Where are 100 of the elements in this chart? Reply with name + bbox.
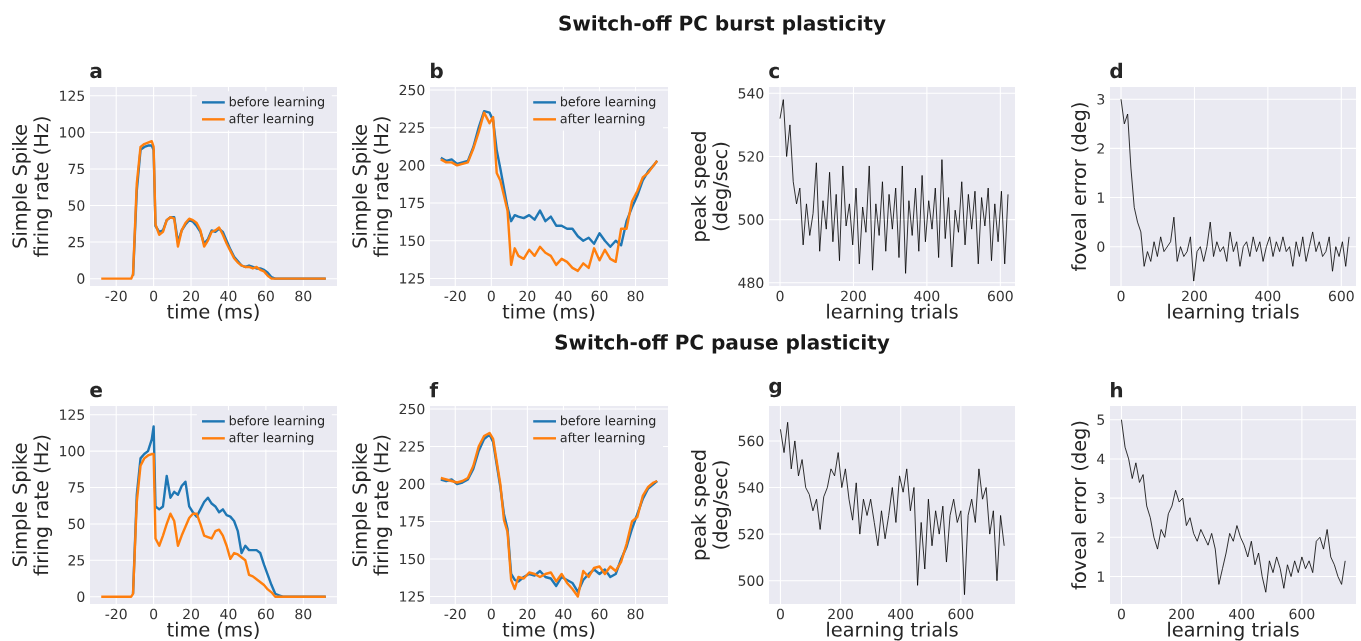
text: Switch-off PC pause plasticity <box>555 334 890 354</box>
y-tick-label: 0 <box>77 273 85 284</box>
y-axis-title: Simple Spike firing rate (Hz) <box>352 117 393 258</box>
y-tick-label: 75 <box>68 482 85 493</box>
y-tick-label: 560 <box>738 435 764 447</box>
chart-title: h <box>1111 382 1123 398</box>
y-tick-label: 100 <box>60 127 85 138</box>
y-tick-label: 125 <box>60 409 85 421</box>
x-axis-title: learning trials <box>827 621 958 641</box>
y-tick-label: 3 <box>1097 93 1105 105</box>
legend-label: before learning <box>229 415 324 428</box>
x-tick-label: 200 <box>1182 290 1207 302</box>
y-tick-label: 1 <box>1097 192 1104 203</box>
x-tick-label: 0 <box>776 290 784 302</box>
x-tick-label: 20 <box>183 290 200 302</box>
x-tick-label: 40 <box>220 290 237 302</box>
y-tick-label: 50 <box>68 518 85 530</box>
chart-title: g <box>769 381 782 398</box>
x-tick-label: 80 <box>627 290 644 302</box>
x-tick-label: 60 <box>591 290 608 302</box>
x-tick-label: 0 <box>1117 608 1125 620</box>
x-tick-label: 60 <box>257 290 274 302</box>
x-tick-label: 80 <box>627 608 644 620</box>
x-tick-label: 200 <box>841 290 866 302</box>
y-tick-label: 125 <box>60 90 85 102</box>
x-tick-label: 600 <box>1328 290 1354 302</box>
chart-title: d <box>1110 62 1123 79</box>
y-tick-label: 520 <box>738 151 764 162</box>
y-tick-label: 520 <box>738 528 764 540</box>
y-tick-label: 480 <box>738 277 764 289</box>
y-tick-label: 150 <box>400 235 425 247</box>
y-tick-label: 50 <box>68 200 85 211</box>
x-tick-label: 400 <box>888 608 914 620</box>
chart-title: c <box>769 66 779 79</box>
x-tick-label: 400 <box>914 290 940 302</box>
x-tick-label: 0 <box>150 290 158 302</box>
x-tick-label: 40 <box>220 608 237 620</box>
x-tick-label: 40 <box>555 608 572 620</box>
x-tick-label: 20 <box>183 608 200 620</box>
y-tick-label: 125 <box>400 273 425 284</box>
y-tick-label: 2 <box>1097 532 1104 543</box>
x-tick-label: -20 <box>105 290 127 302</box>
y-tick-label: 250 <box>399 403 425 415</box>
x-tick-label: 0 <box>776 608 784 620</box>
y-tick-label: 225 <box>399 122 425 133</box>
x-axis-title: time (ms) <box>167 621 259 640</box>
y-axis-title: peak speed (deg/sec) <box>691 132 732 241</box>
legend-label: after learning <box>560 113 645 126</box>
y-axis-title: Simple Spike firing rate (Hz) <box>352 435 393 576</box>
x-tick-label: 80 <box>295 608 312 620</box>
y-tick-label: 5 <box>1097 414 1105 425</box>
text: Switch-off PC burst plasticity <box>559 15 886 35</box>
legend-label: before learning <box>229 96 324 109</box>
x-tick-label: -20 <box>105 608 127 620</box>
x-tick-label: 60 <box>591 608 608 620</box>
y-tick-label: 1 <box>1097 571 1104 582</box>
line-series <box>779 99 1009 274</box>
x-tick-label: 0 <box>150 608 158 620</box>
y-tick-label: 175 <box>400 516 425 527</box>
chart-title: e <box>90 385 102 398</box>
x-tick-label: 20 <box>519 290 536 302</box>
y-tick-label: 225 <box>399 441 425 452</box>
legend-label: before learning <box>560 415 656 428</box>
legend-label: after learning <box>229 113 314 126</box>
x-tick-label: 60 <box>257 608 274 620</box>
y-tick-label: 175 <box>400 197 425 209</box>
y-axis-title: peak speed (deg/sec) <box>691 450 732 560</box>
y-tick-label: 125 <box>400 591 425 602</box>
y-tick-label: 4 <box>1097 453 1105 465</box>
y-tick-label: 25 <box>68 555 85 566</box>
x-tick-label: 400 <box>1229 608 1255 620</box>
chart-title: a <box>90 66 102 79</box>
y-tick-label: 25 <box>68 236 85 248</box>
x-axis-title: time (ms) <box>502 621 595 640</box>
y-axis-title: foveal error (deg) <box>1071 421 1090 590</box>
x-tick-label: 600 <box>1289 608 1315 620</box>
x-tick-label: 80 <box>295 290 312 302</box>
x-tick-label: 600 <box>948 608 974 620</box>
x-axis-title: time (ms) <box>167 303 259 322</box>
x-tick-label: -20 <box>444 608 466 620</box>
x-tick-label: 0 <box>487 290 495 302</box>
y-tick-label: 3 <box>1097 492 1105 504</box>
x-tick-label: 40 <box>555 290 572 302</box>
y-tick-label: 100 <box>60 445 85 457</box>
y-tick-label: 0 <box>77 591 85 602</box>
x-tick-label: 200 <box>828 608 853 620</box>
y-tick-label: 500 <box>738 214 764 225</box>
legend-label: after learning <box>229 432 314 445</box>
y-tick-label: 250 <box>399 84 425 96</box>
line-series <box>780 421 1005 596</box>
y-tick-label: 0 <box>1097 241 1105 252</box>
y-tick-label: 75 <box>68 163 85 175</box>
x-tick-label: 600 <box>987 290 1013 302</box>
x-axis-title: time (ms) <box>502 303 595 322</box>
line-series <box>439 111 659 273</box>
y-axis-title: foveal error (deg) <box>1071 103 1090 271</box>
y-tick-label: 540 <box>738 88 764 99</box>
y-tick-label: 540 <box>738 482 764 493</box>
chart-title: b <box>431 62 443 79</box>
y-tick-label: 200 <box>399 478 425 490</box>
